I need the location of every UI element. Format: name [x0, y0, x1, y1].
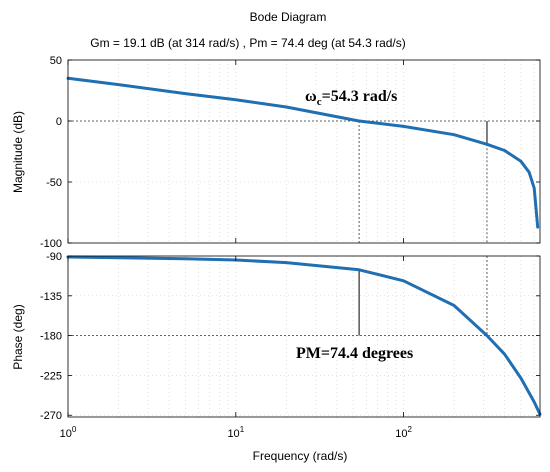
magnitude-y-tick-label: -100 [40, 238, 62, 250]
magnitude-y-tick-label: -50 [46, 177, 62, 189]
magnitude-plot-area [68, 60, 540, 243]
phase-y-tick-label: -135 [40, 291, 62, 303]
chart-subtitle: Gm = 19.1 dB (at 314 rad/s) , Pm = 74.4 … [90, 36, 406, 50]
phase-series-line [66, 255, 542, 416]
phase-y-tick-label: -225 [40, 370, 62, 382]
phase-y-tick-label: -180 [40, 331, 62, 343]
x-tick-label: 101 [227, 425, 244, 440]
phase-y-axis-label: Phase (deg) [11, 304, 25, 369]
phase-margin-annotation: PM=74.4 degrees [296, 345, 413, 362]
magnitude-y-axis-label: Magnitude (dB) [11, 111, 25, 193]
x-tick-label: 100 [60, 425, 77, 440]
magnitude-y-tick-label: 50 [50, 55, 62, 67]
chart-title: Bode Diagram [250, 10, 327, 24]
x-axis-label: Frequency (rad/s) [253, 449, 348, 463]
phase-y-tick-label: -90 [46, 251, 62, 263]
magnitude-y-tick-label: 0 [56, 116, 62, 128]
phase-axes-frame [67, 255, 541, 418]
phase-plot-area [68, 256, 540, 417]
x-tick-label: 102 [395, 425, 412, 440]
crossover-frequency-annotation: ωc=54.3 rad/s [305, 88, 397, 108]
magnitude-axes-frame [67, 59, 541, 244]
magnitude-series-line [66, 76, 540, 229]
phase-y-tick-label: -270 [40, 410, 62, 422]
